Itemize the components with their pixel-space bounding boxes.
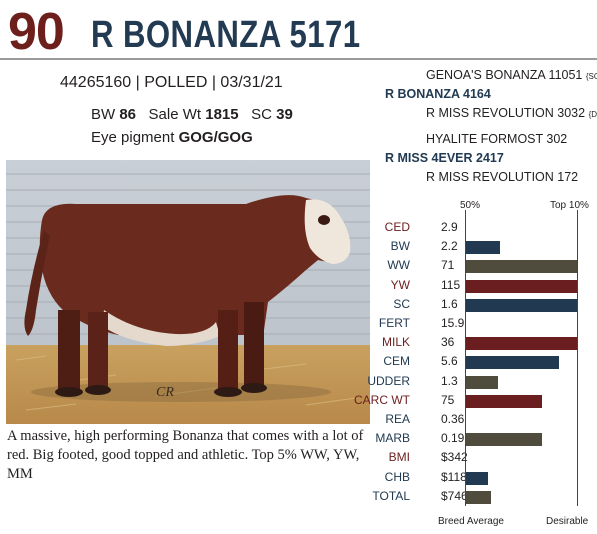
- trait-value: 75: [441, 392, 455, 407]
- chart-right-axis: [577, 210, 578, 506]
- pedigree-dam-dam: R MISS REVOLUTION 172: [426, 170, 579, 184]
- trait-bar: [466, 298, 578, 312]
- bw-value: 86: [119, 106, 137, 123]
- trait-row: YW 115: [370, 276, 597, 295]
- trait-row: SC 1.6: [370, 295, 597, 314]
- trait-label: MARB: [375, 431, 410, 446]
- bull-photo: CR: [6, 160, 370, 424]
- breed-average-label: Breed Average: [438, 516, 504, 527]
- trait-bar: [466, 471, 488, 485]
- trait-label: BW: [390, 239, 410, 254]
- registration-line: 44265160 | POLLED | 03/31/21: [60, 74, 283, 91]
- trait-bar: [466, 337, 578, 351]
- trait-row: CHB $118: [370, 468, 597, 487]
- trait-row: BW 2.2: [370, 237, 597, 256]
- trait-value: 0.19: [441, 431, 465, 446]
- trait-row: CARC WT 75: [354, 391, 597, 410]
- trait-row: CED 2.9: [370, 218, 597, 237]
- chart-left-axis: [465, 210, 466, 506]
- trait-value: 2.2: [441, 239, 458, 254]
- trait-row: WW 71: [370, 256, 597, 275]
- trait-label: FERT: [378, 316, 410, 330]
- trait-value: $342: [441, 450, 468, 465]
- trait-label: REA: [385, 412, 410, 426]
- trait-label: CARC WT: [354, 392, 410, 407]
- trait-value: 115: [441, 277, 461, 292]
- trait-row: REA 0.36: [370, 410, 597, 429]
- trait-row: BMI $342: [370, 448, 597, 467]
- trait-bar: [466, 433, 542, 447]
- trait-label: CHB: [384, 469, 410, 484]
- bw-label: BW: [91, 106, 116, 123]
- desirable-label: Desirable: [546, 516, 589, 527]
- trait-bar: [466, 279, 578, 293]
- sale-wt-value: 1815: [205, 106, 239, 123]
- trait-label: YW: [390, 277, 410, 292]
- scale-low-label: 50%: [460, 200, 481, 211]
- photo-watermark: CR: [156, 385, 174, 400]
- trait-bar: [466, 490, 491, 504]
- sale-wt-label: Sale Wt: [148, 106, 202, 123]
- trait-value: 15.9: [441, 316, 465, 330]
- trait-row: FERT 15.9: [370, 314, 597, 333]
- animal-name: R BONANZA 5171: [91, 14, 361, 56]
- trait-row: MARB 0.19: [370, 429, 597, 448]
- trait-value: $118: [441, 469, 467, 484]
- weights-line: BW 86 Sale Wt 1815 SC 39: [91, 106, 293, 124]
- header-divider: [0, 58, 597, 60]
- trait-label: BMI: [388, 450, 410, 465]
- pedigree-dam: R MISS 4EVER 2417: [385, 151, 504, 165]
- description: A massive, high performing Bonanza that …: [7, 428, 364, 482]
- trait-bar: [466, 394, 542, 408]
- pedigree-sire: R BONANZA 4164: [385, 87, 491, 101]
- sc-label: SC: [251, 106, 272, 123]
- trait-row: TOTAL $746: [370, 487, 597, 506]
- eye-label: Eye pigment: [91, 129, 175, 146]
- trait-label: CED: [384, 220, 410, 234]
- scale-high-label: Top 10%: [550, 200, 589, 211]
- trait-bar: [466, 375, 498, 389]
- trait-bar: [466, 356, 559, 370]
- trait-bar: [466, 241, 500, 255]
- trait-value: 5.6: [441, 354, 458, 369]
- sc-value: 39: [276, 106, 293, 123]
- trait-value: 0.36: [441, 412, 465, 426]
- trait-label: CEM: [383, 354, 410, 369]
- eye-pigment-line: Eye pigment GOG/GOG: [91, 129, 253, 147]
- trait-value: 1.6: [441, 296, 458, 311]
- trait-value: $746: [441, 488, 468, 503]
- trait-bar: [466, 260, 578, 274]
- pedigree-sire-dam: R MISS REVOLUTION 3032 {DOD}: [426, 106, 597, 120]
- trait-label: TOTAL: [372, 488, 410, 503]
- trait-label: WW: [387, 258, 410, 273]
- epd-chart: 50% Top 10% CED 2.9 BW 2.2 WW 71 YW 115 SC 1.6 FER…: [354, 198, 597, 534]
- trait-row: CEM 5.6: [370, 352, 597, 371]
- pedigree-sire-sire: GENOA'S BONANZA 11051 {SOD}: [426, 68, 597, 82]
- trait-value: 2.9: [441, 220, 458, 234]
- trait-row: MILK 36: [370, 333, 597, 352]
- trait-value: 71: [441, 258, 455, 273]
- trait-row: UDDER 1.3: [367, 372, 597, 391]
- trait-value: 36: [441, 335, 455, 350]
- eye-value: GOG/GOG: [178, 129, 253, 146]
- trait-label: UDDER: [367, 373, 410, 388]
- trait-label: SC: [393, 296, 410, 311]
- trait-value: 1.3: [441, 373, 458, 388]
- pedigree-dam-sire: HYALITE FORMOST 302: [426, 132, 568, 146]
- lot-number: 90: [8, 3, 65, 61]
- trait-label: MILK: [381, 335, 410, 350]
